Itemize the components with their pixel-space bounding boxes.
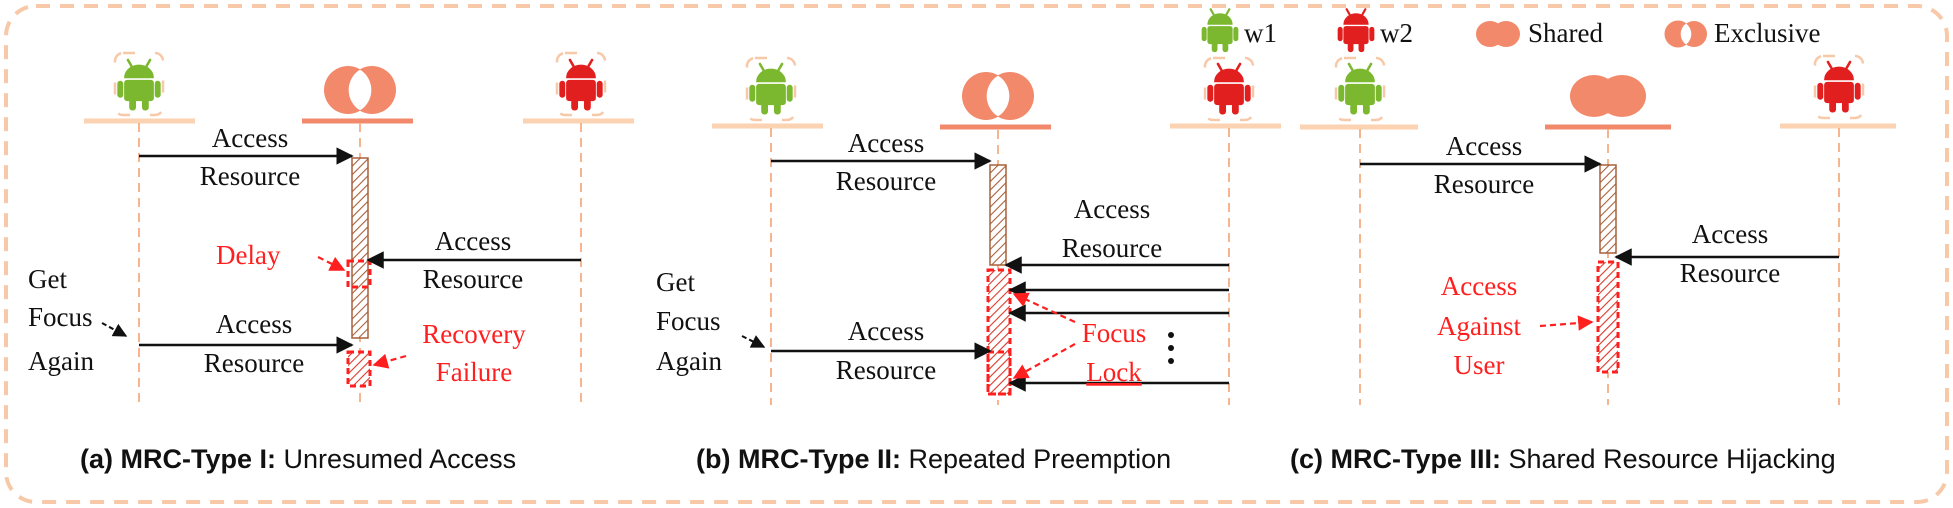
w2-android-icon xyxy=(1816,60,1862,114)
svg-text:Resource: Resource xyxy=(1062,233,1162,263)
svg-text:Against: Against xyxy=(1437,311,1521,341)
legend-w2-icon xyxy=(1336,8,1376,53)
shared-resource-icon xyxy=(1570,75,1646,117)
legend: w1 w2 Shared Exclusive xyxy=(1200,8,1820,53)
focus-lock-box xyxy=(986,268,1012,396)
delay-box xyxy=(346,259,372,289)
caption-a: (a) MRC-Type I: Unresumed Access xyxy=(80,444,516,474)
svg-text:Access: Access xyxy=(848,128,924,158)
svg-text:Again: Again xyxy=(28,346,94,376)
legend-shared-icon xyxy=(1476,21,1520,47)
w1-android-icon xyxy=(748,62,794,116)
svg-text:Access: Access xyxy=(435,226,511,256)
w1-android-icon xyxy=(1337,62,1383,116)
svg-text:Access: Access xyxy=(1446,131,1522,161)
svg-text:Access: Access xyxy=(1692,219,1768,249)
svg-text:Access: Access xyxy=(212,123,288,153)
legend-shared-label: Shared xyxy=(1528,18,1603,48)
caption-c: (c) MRC-Type III: Shared Resource Hijack… xyxy=(1290,444,1836,474)
panel-c: Access Resource Access Resource Access A… xyxy=(1290,54,1896,474)
svg-text:Access: Access xyxy=(1441,271,1517,301)
exclusive-resource-icon xyxy=(962,72,1034,120)
svg-text:Resource: Resource xyxy=(200,161,300,191)
w2-android-icon xyxy=(1206,62,1252,116)
svg-text:Resource: Resource xyxy=(1680,258,1780,288)
recovery-box xyxy=(346,350,372,388)
svg-text:Access: Access xyxy=(1074,194,1150,224)
svg-text:User: User xyxy=(1454,350,1505,380)
svg-text:Access: Access xyxy=(216,309,292,339)
svg-text:Access: Access xyxy=(848,316,924,346)
svg-text:Focus: Focus xyxy=(656,306,721,336)
svg-text:Focus: Focus xyxy=(1082,318,1147,348)
panel-b: Access Resource Access Resource Access R… xyxy=(656,56,1281,474)
focus-lock-underlined: Lock xyxy=(1086,357,1142,387)
exclusive-resource-icon xyxy=(324,66,396,114)
svg-text:Resource: Resource xyxy=(204,348,304,378)
panel-a: Access Resource Access Resource Access R… xyxy=(28,51,634,474)
svg-text:Resource: Resource xyxy=(423,264,523,294)
svg-text:Get: Get xyxy=(28,264,67,294)
caption-b: (b) MRC-Type II: Repeated Preemption xyxy=(696,444,1171,474)
w1-android-icon xyxy=(116,58,162,112)
svg-text:Delay: Delay xyxy=(216,240,281,270)
legend-exclusive-icon xyxy=(1664,20,1707,48)
against-user-box xyxy=(1596,260,1620,374)
svg-text:Resource: Resource xyxy=(836,166,936,196)
svg-text:Resource: Resource xyxy=(1434,169,1534,199)
w2-android-icon xyxy=(558,58,604,112)
svg-text:Failure: Failure xyxy=(436,357,512,387)
legend-w1-label: w1 xyxy=(1244,18,1277,48)
svg-text:Focus: Focus xyxy=(28,302,93,332)
legend-w2-label: w2 xyxy=(1380,18,1413,48)
svg-text:Get: Get xyxy=(656,267,695,297)
svg-text:Recovery: Recovery xyxy=(422,319,526,349)
svg-text:Resource: Resource xyxy=(836,355,936,385)
legend-exclusive-label: Exclusive xyxy=(1714,18,1820,48)
outer-border xyxy=(4,4,1949,504)
legend-w1-icon xyxy=(1200,8,1240,53)
svg-text:Again: Again xyxy=(656,346,722,376)
